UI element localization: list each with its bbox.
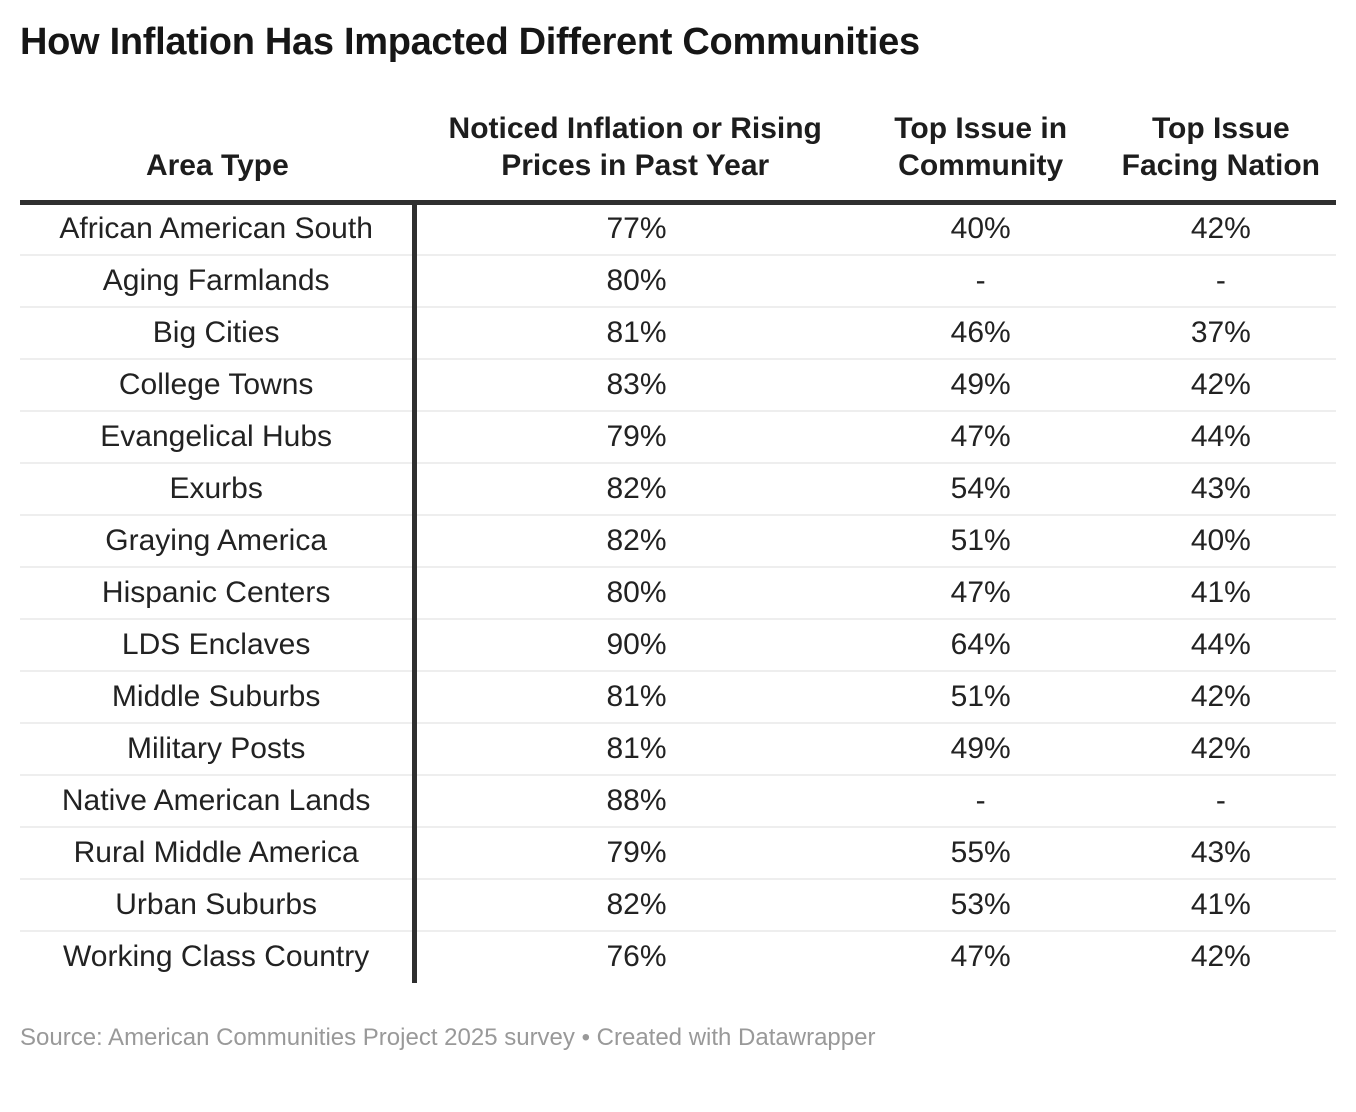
table-row: Urban Suburbs 82% 53% 41% xyxy=(20,878,1336,932)
noticed-inflation-cell: 80% xyxy=(414,254,856,308)
table-row: College Towns 83% 49% 42% xyxy=(20,358,1336,412)
top-issue-nation-cell: 41% xyxy=(1105,878,1336,932)
top-issue-community-cell: 64% xyxy=(855,618,1106,672)
noticed-inflation-cell: 79% xyxy=(414,826,856,880)
top-issue-community-cell: - xyxy=(855,774,1106,828)
noticed-inflation-cell: 77% xyxy=(414,202,856,256)
area-type-cell: Urban Suburbs xyxy=(20,878,418,932)
top-issue-community-cell: 51% xyxy=(855,670,1106,724)
top-issue-community-cell: 46% xyxy=(855,306,1106,360)
noticed-inflation-cell: 83% xyxy=(414,358,856,412)
top-issue-community-cell: 54% xyxy=(855,462,1106,516)
area-type-cell: Rural Middle America xyxy=(20,826,418,880)
area-type-cell: Graying America xyxy=(20,514,418,568)
noticed-inflation-cell: 82% xyxy=(414,462,856,516)
top-issue-nation-cell: 42% xyxy=(1105,722,1336,776)
page-title: How Inflation Has Impacted Different Com… xyxy=(20,21,920,63)
top-issue-nation-cell: 40% xyxy=(1105,514,1336,568)
top-issue-nation-cell: 37% xyxy=(1105,306,1336,360)
table-row: Working Class Country 76% 47% 42% xyxy=(20,930,1336,983)
table-row: Middle Suburbs 81% 51% 42% xyxy=(20,670,1336,724)
top-issue-nation-cell: - xyxy=(1105,774,1336,828)
top-issue-community-cell: 49% xyxy=(855,358,1106,412)
top-issue-nation-cell: 42% xyxy=(1105,670,1336,724)
top-issue-community-cell: 53% xyxy=(855,878,1106,932)
column-header-top-issue-nation: Top Issue Facing Nation xyxy=(1105,110,1336,205)
top-issue-nation-cell: 44% xyxy=(1105,410,1336,464)
noticed-inflation-cell: 80% xyxy=(414,566,856,620)
top-issue-nation-cell: 44% xyxy=(1105,618,1336,672)
column-header-top-issue-community: Top Issue in Community xyxy=(855,110,1106,205)
column-header-noticed-inflation: Noticed Inflation or Rising Prices in Pa… xyxy=(414,110,856,205)
area-type-cell: Working Class Country xyxy=(20,930,418,983)
top-issue-community-cell: 47% xyxy=(950,940,1011,973)
area-type-cell: Native American Lands xyxy=(20,774,418,828)
table-body: African American South 77% 40% 42% Aging Far… xyxy=(20,202,1336,983)
top-issue-nation-cell: 41% xyxy=(1105,566,1336,620)
area-type-cell: Exurbs xyxy=(20,462,418,516)
table-row: Exurbs 82% 54% 43% xyxy=(20,462,1336,516)
table-row: Aging Farmlands 80% - - xyxy=(20,254,1336,308)
area-type-cell: Big Cities xyxy=(20,306,418,360)
column-header-area-type: Area Type xyxy=(20,110,415,205)
noticed-inflation-cell: 81% xyxy=(414,670,856,724)
table-row: LDS Enclaves 90% 64% 44% xyxy=(20,618,1336,672)
top-issue-nation-cell: 43% xyxy=(1105,462,1336,516)
top-issue-community-cell: - xyxy=(855,254,1106,308)
area-type-cell: Hispanic Centers xyxy=(20,566,418,620)
table-row: Evangelical Hubs 79% 47% 44% xyxy=(20,410,1336,464)
noticed-inflation-cell: 81% xyxy=(414,306,856,360)
table-row: Big Cities 81% 46% 37% xyxy=(20,306,1336,360)
area-type-cell: Military Posts xyxy=(20,722,418,776)
area-type-cell: Middle Suburbs xyxy=(20,670,418,724)
top-issue-community-cell: 47% xyxy=(855,410,1106,464)
noticed-inflation-cell: 90% xyxy=(414,618,856,672)
header-row: Area Type Noticed Inflation or Rising Pr… xyxy=(20,110,1336,205)
top-issue-community-cell: 55% xyxy=(855,826,1106,880)
area-type-cell: African American South xyxy=(20,202,418,256)
noticed-inflation-cell: 79% xyxy=(414,410,856,464)
top-issue-nation-cell: 43% xyxy=(1105,826,1336,880)
table-row: Military Posts 81% 49% 42% xyxy=(20,722,1336,776)
table-row: Rural Middle America 79% 55% 43% xyxy=(20,826,1336,880)
top-issue-nation-cell: - xyxy=(1105,254,1336,308)
table-header: Area Type Noticed Inflation or Rising Pr… xyxy=(20,110,1336,205)
noticed-inflation-cell: 81% xyxy=(414,722,856,776)
table-row: Graying America 82% 51% 40% xyxy=(20,514,1336,568)
top-issue-nation-cell: 42% xyxy=(1105,202,1336,256)
source-note: Source: American Communities Project 202… xyxy=(20,1023,876,1051)
noticed-inflation-cell: 82% xyxy=(414,878,856,932)
area-type-cell: Aging Farmlands xyxy=(20,254,418,308)
top-issue-community-cell: 51% xyxy=(855,514,1106,568)
table-row: Hispanic Centers 80% 47% 41% xyxy=(20,566,1336,620)
noticed-inflation-cell: 76% xyxy=(606,940,667,973)
area-type-cell: Evangelical Hubs xyxy=(20,410,418,464)
top-issue-nation-cell: 42% xyxy=(1105,358,1336,412)
table-row: African American South 77% 40% 42% xyxy=(20,202,1336,256)
table-row: Native American Lands 88% - - xyxy=(20,774,1336,828)
noticed-inflation-cell: 82% xyxy=(414,514,856,568)
data-table: Area Type Noticed Inflation or Rising Pr… xyxy=(20,110,1336,983)
area-type-cell: College Towns xyxy=(20,358,418,412)
top-issue-community-cell: 40% xyxy=(855,202,1106,256)
top-issue-community-cell: 49% xyxy=(855,722,1106,776)
top-issue-community-cell: 47% xyxy=(855,566,1106,620)
area-type-cell: LDS Enclaves xyxy=(20,618,418,672)
top-issue-nation-cell: 42% xyxy=(1190,940,1251,973)
noticed-inflation-cell: 88% xyxy=(414,774,856,828)
